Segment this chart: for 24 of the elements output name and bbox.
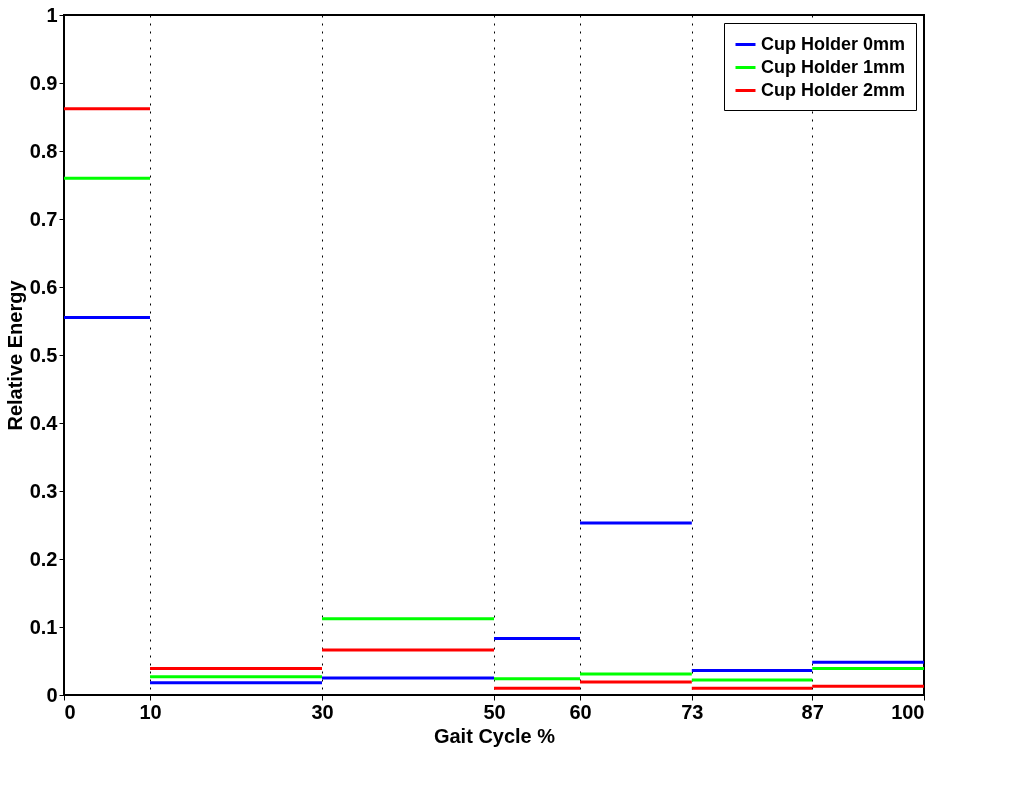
x-axis-title: Gait Cycle % (433, 724, 556, 747)
y-tick-label: 0.3 (29, 479, 58, 502)
x-tick-label: 10 (139, 700, 162, 723)
legend-label: Cup Holder 0mm (761, 33, 906, 54)
y-tick-label: 0.7 (29, 207, 58, 230)
y-tick-label: 0 (46, 683, 58, 706)
legend-label: Cup Holder 1mm (761, 56, 906, 77)
y-tick-label: 0.9 (29, 71, 58, 94)
y-tick-label: 0.5 (29, 343, 58, 366)
x-tick-label: 100 (891, 700, 925, 723)
y-tick-label: 0.4 (29, 411, 59, 434)
y-tick-label: 0.2 (29, 547, 58, 570)
y-axis-title: Relative Energy (3, 279, 26, 431)
y-tick-label: 0.1 (29, 615, 58, 638)
y-tick-label: 0.6 (29, 275, 58, 298)
y-tick-label: 1 (46, 3, 58, 26)
y-tick-label: 0.8 (29, 139, 58, 162)
x-tick-label: 60 (569, 700, 592, 723)
x-tick-label: 50 (483, 700, 506, 723)
x-tick-label: 0 (64, 700, 76, 723)
legend-label: Cup Holder 2mm (761, 79, 906, 100)
x-tick-label: 30 (311, 700, 334, 723)
x-tick-label: 73 (681, 700, 704, 723)
x-tick-label: 87 (801, 700, 824, 723)
